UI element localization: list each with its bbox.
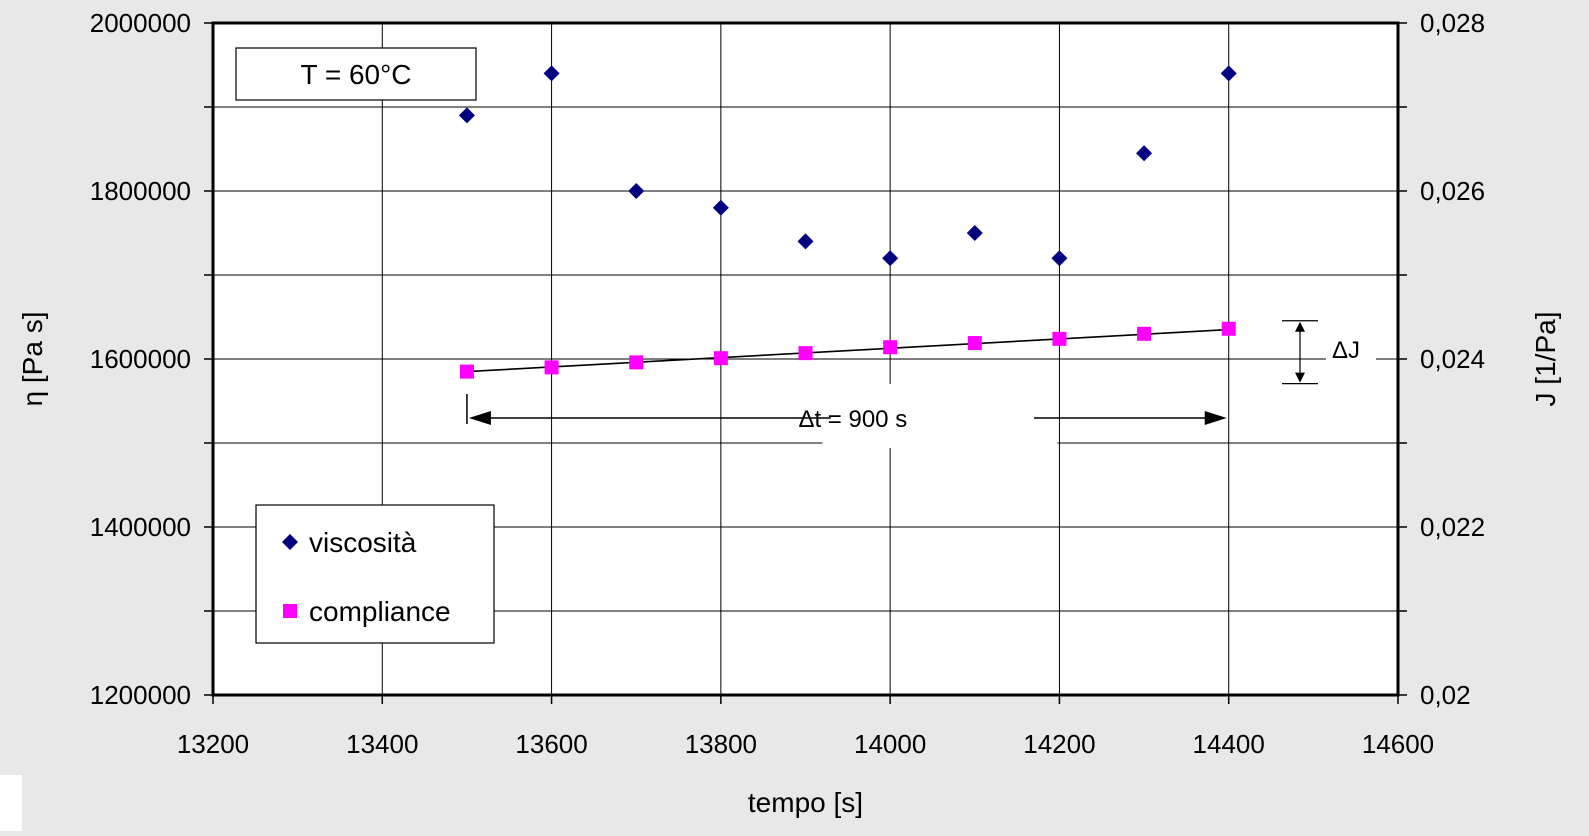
delta-j-arrowhead-top <box>1295 321 1305 332</box>
delta-j-label: ΔJ <box>1332 337 1360 364</box>
compliance-trendline <box>466 328 1229 373</box>
delta-j-label-bg <box>1326 330 1376 368</box>
viscosita-point <box>1136 145 1153 162</box>
y-right-tick-label: 0,022 <box>1420 512 1485 542</box>
trendline-layer <box>466 328 1229 373</box>
x-tick-label: 14000 <box>854 729 926 759</box>
viscosita-point <box>797 233 814 250</box>
y-right-tick-label: 0,024 <box>1420 344 1485 374</box>
compliance-point <box>967 336 982 351</box>
legend-frame <box>255 504 495 644</box>
viscosita-point <box>458 107 475 124</box>
y-left-tick-label: 1200000 <box>90 680 191 710</box>
delta-t-arrowhead-right <box>1204 411 1227 425</box>
compliance-point <box>798 346 813 361</box>
x-tick-label: 13600 <box>515 729 587 759</box>
compliance-point <box>1052 331 1067 346</box>
legend-marker-viscosita <box>282 534 298 550</box>
delta-t-label-bg <box>822 384 1058 448</box>
compliance-point <box>883 340 898 355</box>
viscosita-point <box>628 183 645 199</box>
viscosita-point <box>1051 250 1068 267</box>
viscosita-point <box>966 225 983 241</box>
x-tick-label: 14400 <box>1193 729 1265 759</box>
data-marks <box>458 65 1237 379</box>
delta-j-arrowhead-bottom <box>1295 372 1305 383</box>
y-left-tick-label: 1800000 <box>90 176 191 206</box>
y-left-tick-label: 1400000 <box>90 512 191 542</box>
compliance-point <box>1221 321 1236 336</box>
legend: viscosità compliance <box>255 504 495 644</box>
y-left-tick-label: 2000000 <box>90 8 191 38</box>
y-left-axis-title: η [Pa s] <box>17 312 48 407</box>
temperature-box: T = 60°C <box>235 47 477 101</box>
y-right-tick-label: 0,028 <box>1420 8 1485 38</box>
x-tick-label: 13400 <box>346 729 418 759</box>
x-axis-title: tempo [s] <box>748 787 863 818</box>
viscosita-point <box>543 65 560 82</box>
compliance-point <box>1137 326 1152 341</box>
temperature-label: T = 60°C <box>300 59 411 90</box>
x-tick-label: 13800 <box>685 729 757 759</box>
x-tick-label: 14200 <box>1023 729 1095 759</box>
delta-t-label: Δt = 900 s <box>798 406 907 433</box>
y-right-tick-label: 0,026 <box>1420 176 1485 206</box>
compliance-point <box>459 364 474 379</box>
compliance-point <box>544 360 559 375</box>
y-left-tick-label: 1600000 <box>90 344 191 374</box>
annotations: Δt = 900 s ΔJ <box>466 320 1376 448</box>
viscosita-point <box>882 250 899 267</box>
viscosita-point <box>1220 65 1237 82</box>
delta-t-arrowhead-left <box>468 411 491 425</box>
y-right-tick-label: 0,02 <box>1420 680 1471 710</box>
y-right-axis-title: J [1/Pa] <box>1530 312 1561 407</box>
axis-ticks: 13200 13400 13600 13800 14000 14200 14400 14600… <box>90 8 1485 759</box>
temperature-box-frame <box>235 47 477 101</box>
legend-label-compliance: compliance <box>309 596 451 627</box>
compliance-point <box>629 355 644 370</box>
x-tick-label: 13200 <box>177 729 249 759</box>
viscosita-point <box>712 199 729 216</box>
legend-label-viscosita: viscosità <box>309 527 417 558</box>
x-tick-label: 14600 <box>1362 729 1434 759</box>
legend-marker-compliance <box>283 604 297 618</box>
compliance-point <box>713 351 728 366</box>
corner-notch <box>0 775 22 831</box>
